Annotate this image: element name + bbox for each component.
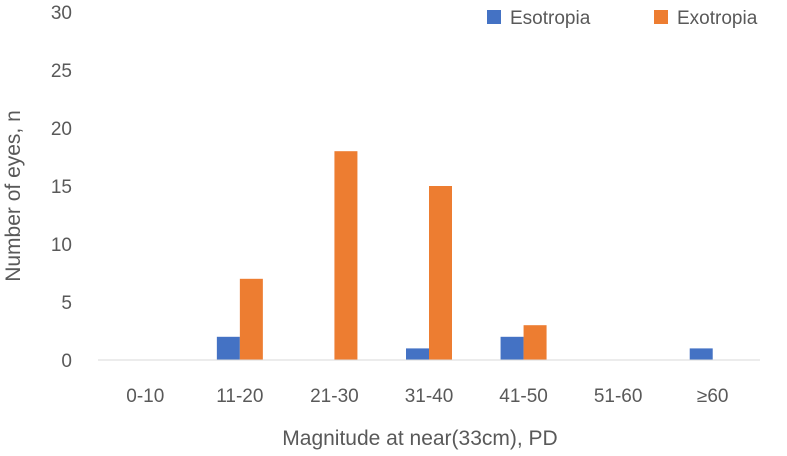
bar-exotropia-3 bbox=[429, 186, 452, 360]
bars bbox=[216, 151, 713, 360]
y-axis-title: Number of eyes, n bbox=[2, 110, 25, 282]
y-tick-label: 25 bbox=[51, 61, 72, 82]
y-tick-label: 30 bbox=[51, 3, 72, 24]
legend-swatch-exotropia bbox=[654, 10, 668, 24]
legend-label-exotropia: Exotropia bbox=[677, 8, 758, 29]
x-tick-label: 0-10 bbox=[126, 386, 164, 407]
bar-exotropia-2 bbox=[334, 151, 358, 360]
bar-esotropia-4 bbox=[500, 336, 524, 360]
x-tick-label: 31-40 bbox=[405, 386, 454, 407]
x-axis-ticks: 0-10 11-20 21-30 31-40 41-50 51-60 ≥60 bbox=[126, 386, 728, 407]
y-axis-ticks: 0 5 10 15 20 25 30 bbox=[51, 3, 72, 372]
bar-esotropia-6 bbox=[689, 348, 713, 360]
y-tick-label: 15 bbox=[51, 177, 72, 198]
x-tick-label: 11-20 bbox=[216, 386, 263, 407]
x-tick-label: 21-30 bbox=[310, 386, 359, 407]
x-tick-label: ≥60 bbox=[697, 386, 729, 407]
legend-swatch-esotropia bbox=[487, 10, 501, 24]
bar-esotropia-1 bbox=[216, 336, 240, 360]
x-tick-label: 51-60 bbox=[594, 386, 643, 407]
legend-label-esotropia: Esotropia bbox=[510, 8, 591, 29]
legend: Esotropia Exotropia bbox=[487, 8, 758, 29]
bar-esotropia-3 bbox=[406, 348, 429, 360]
x-tick-label: 41-50 bbox=[499, 386, 548, 407]
y-tick-label: 0 bbox=[61, 351, 72, 372]
x-axis-title: Magnitude at near(33cm), PD bbox=[282, 427, 557, 450]
y-tick-label: 20 bbox=[51, 119, 72, 140]
y-tick-label: 5 bbox=[61, 293, 72, 314]
bar-exotropia-1 bbox=[239, 278, 263, 360]
bar-exotropia-4 bbox=[523, 325, 547, 360]
y-tick-label: 10 bbox=[51, 235, 72, 256]
